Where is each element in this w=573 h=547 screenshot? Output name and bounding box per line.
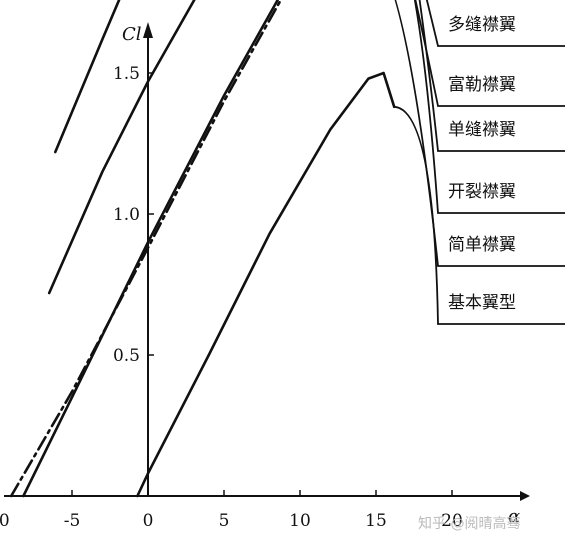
x-tick-label: 15 xyxy=(365,511,387,531)
series-lines xyxy=(9,0,396,498)
y-tick-label: 1.5 xyxy=(113,64,140,84)
y-tick-label: 0.5 xyxy=(113,346,140,366)
watermark: 知乎 @阅晴高骞 xyxy=(418,515,520,532)
x-tick-label: 5 xyxy=(219,511,230,531)
series-label: 单缝襟翼 xyxy=(448,120,516,140)
x-tick-label: -10 xyxy=(0,511,10,531)
series-leader-line xyxy=(394,105,565,325)
y-tick-label: 1.0 xyxy=(113,205,140,225)
series-label: 富勒襟翼 xyxy=(448,75,516,95)
series-line xyxy=(136,71,396,498)
series-label: 基本翼型 xyxy=(448,293,516,313)
series-line xyxy=(54,0,121,154)
series-leader-line xyxy=(413,0,565,214)
series-label: 开裂襟翼 xyxy=(448,182,516,202)
y-axis-title: Cl xyxy=(122,24,142,45)
x-tick-label: 10 xyxy=(289,511,311,531)
series-line xyxy=(22,0,280,498)
series-leader-line xyxy=(418,0,565,152)
y-axis-arrow xyxy=(143,22,153,38)
x-tick-label: -5 xyxy=(64,511,81,531)
series-line xyxy=(47,0,196,295)
x-tick-label: 20 xyxy=(441,511,463,531)
series-line xyxy=(9,0,283,498)
series-label: 简单襟翼 xyxy=(448,235,516,255)
series-leader-line xyxy=(425,0,565,47)
x-tick-label: 0 xyxy=(143,511,154,531)
x-axis-title: α xyxy=(508,506,520,527)
series-leader-line xyxy=(414,0,565,107)
x-axis-arrow xyxy=(520,491,530,501)
series-label: 多缝襟翼 xyxy=(448,15,516,35)
